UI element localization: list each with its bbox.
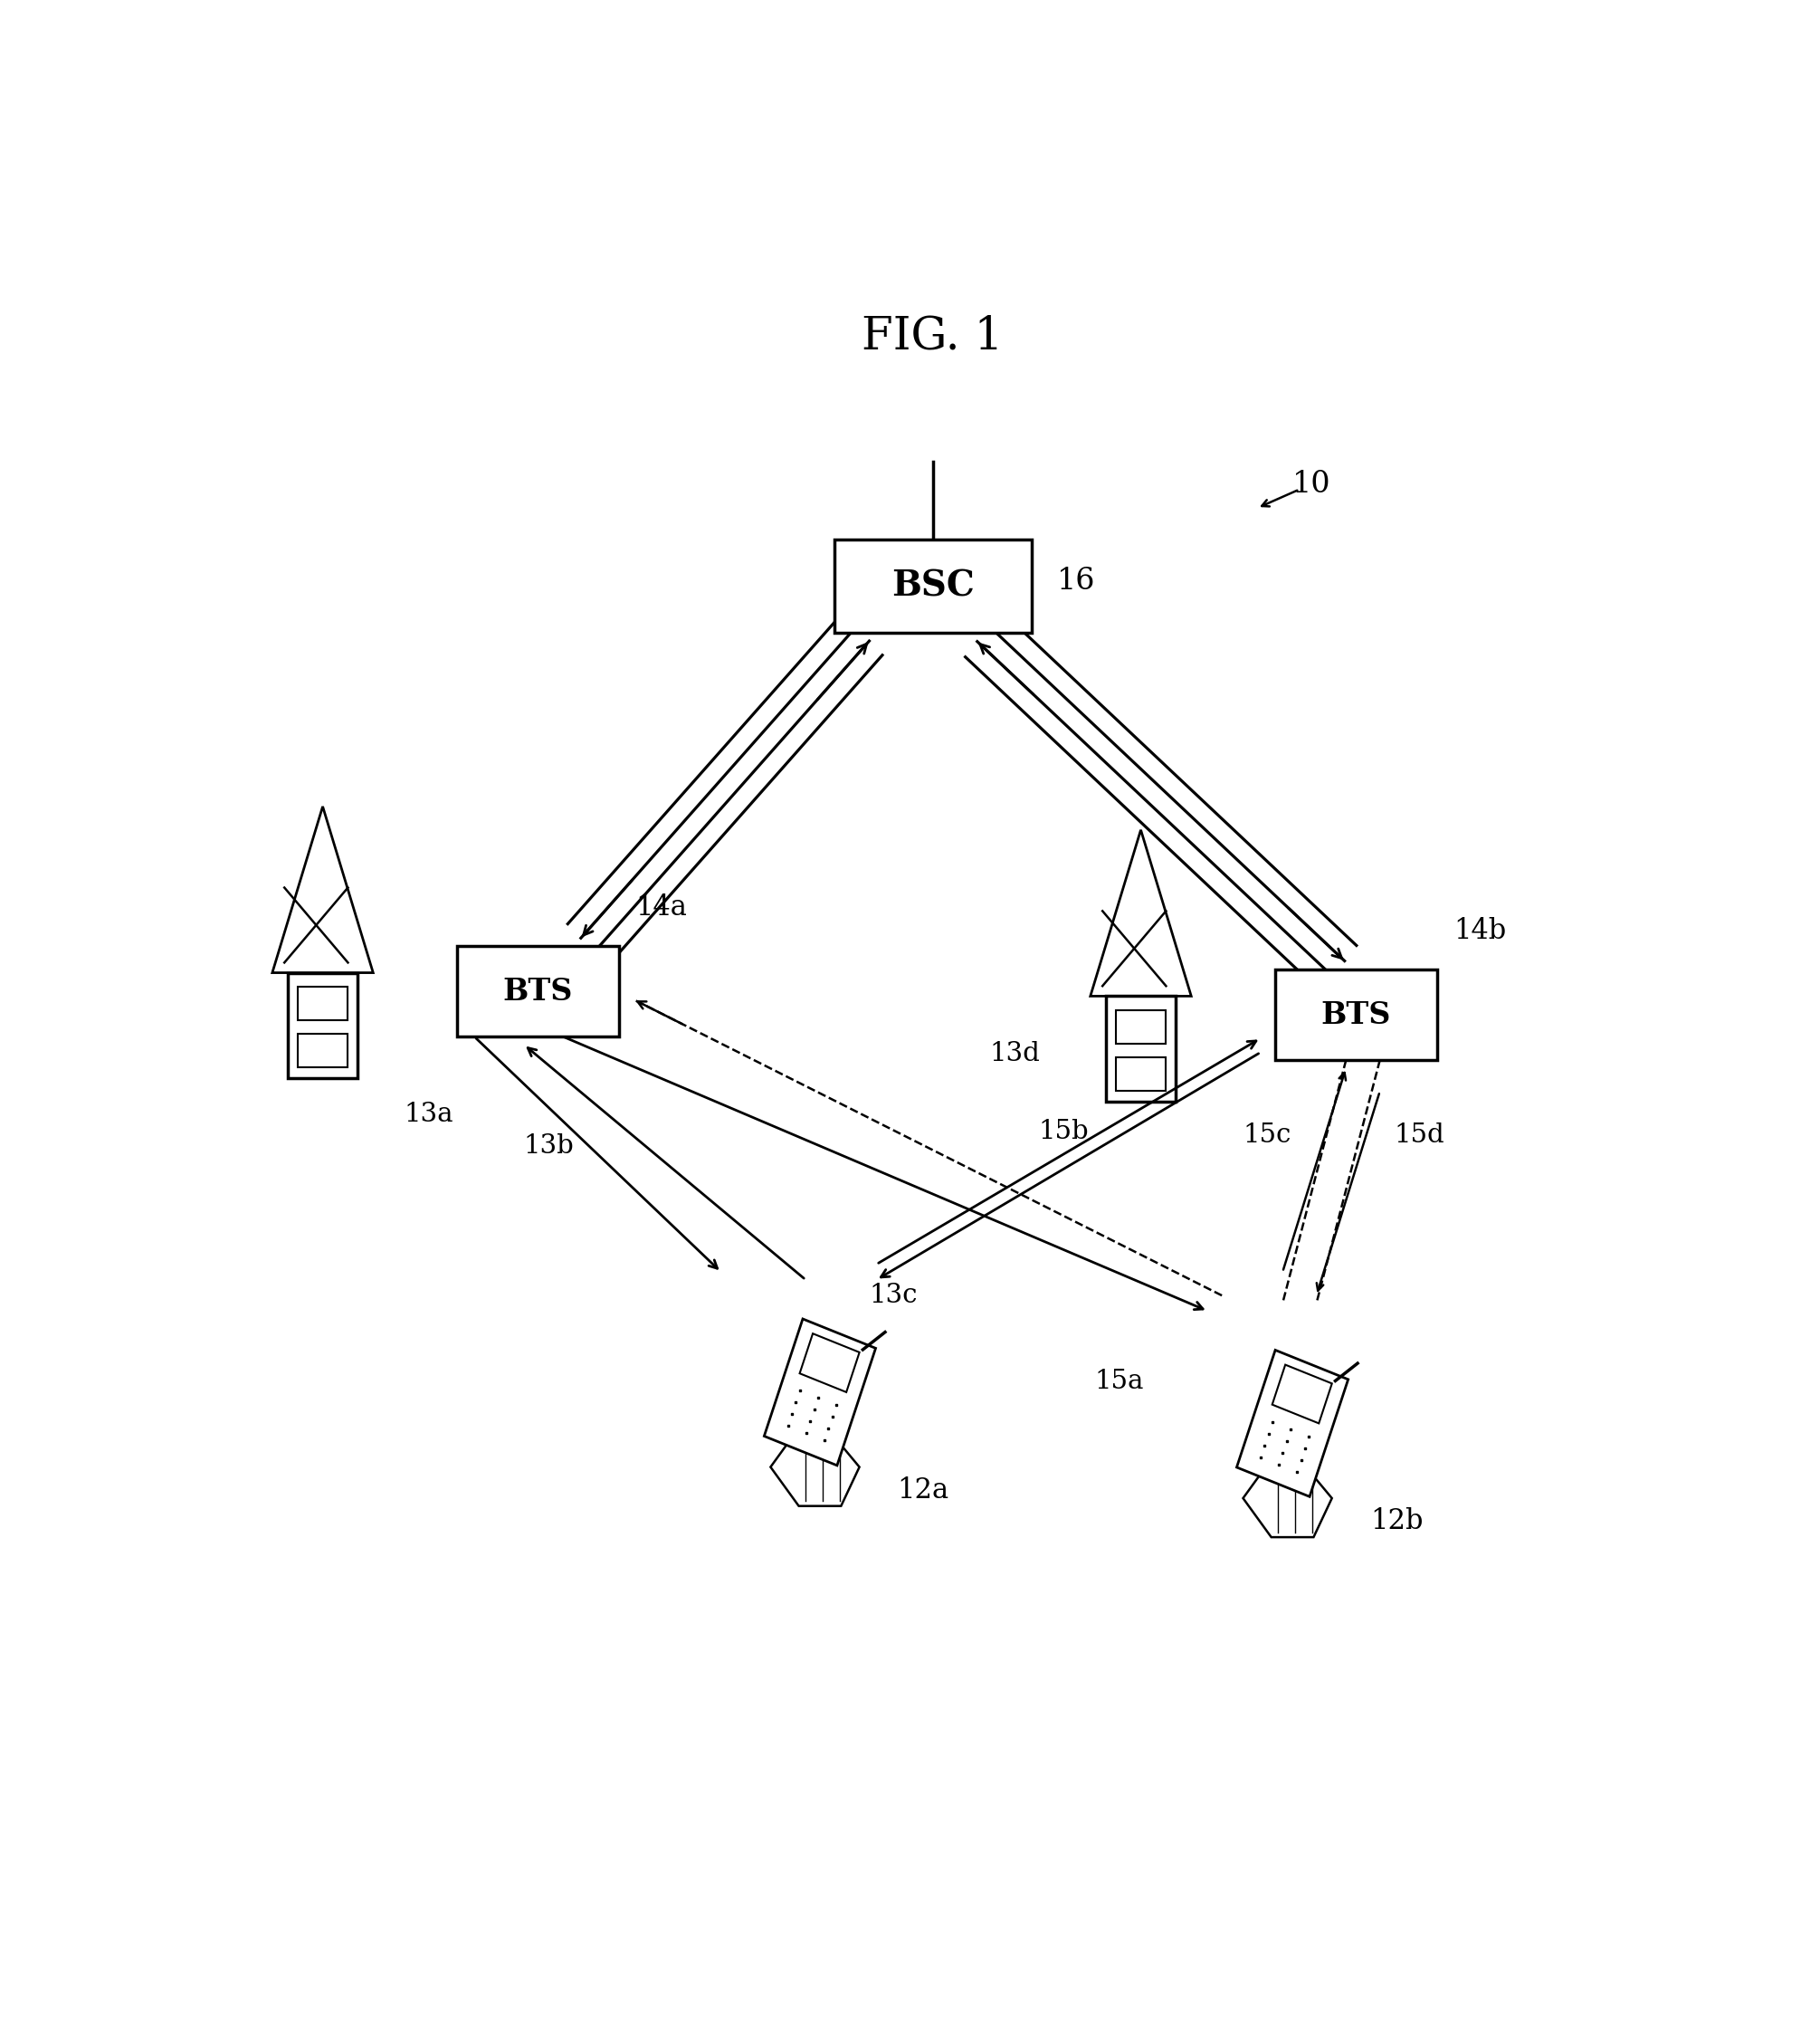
Polygon shape — [764, 1318, 875, 1466]
Text: 13b: 13b — [524, 1134, 573, 1158]
Bar — [1107, 996, 1176, 1102]
Polygon shape — [799, 1334, 859, 1391]
Bar — [457, 946, 619, 1037]
Bar — [1116, 1057, 1167, 1091]
Text: FIG. 1: FIG. 1 — [863, 314, 1003, 358]
Text: 15a: 15a — [1096, 1369, 1145, 1393]
Bar — [834, 539, 1032, 632]
Bar — [1116, 1010, 1167, 1043]
Text: 13c: 13c — [870, 1282, 917, 1308]
Text: 12b: 12b — [1370, 1507, 1423, 1535]
Text: 14b: 14b — [1454, 917, 1507, 944]
Text: BTS: BTS — [1321, 1000, 1390, 1031]
Bar — [298, 986, 348, 1021]
Bar — [288, 972, 357, 1077]
Text: 13d: 13d — [990, 1041, 1039, 1067]
Polygon shape — [1243, 1460, 1332, 1537]
Text: 16: 16 — [1057, 567, 1096, 595]
Text: 15c: 15c — [1243, 1122, 1292, 1148]
Text: 15b: 15b — [1039, 1120, 1088, 1144]
Text: BTS: BTS — [502, 976, 573, 1006]
Text: 10: 10 — [1292, 470, 1330, 500]
Polygon shape — [1236, 1351, 1349, 1496]
Text: 13a: 13a — [404, 1102, 453, 1128]
Polygon shape — [1272, 1365, 1332, 1424]
Text: 15d: 15d — [1394, 1122, 1445, 1148]
Text: 12a: 12a — [897, 1476, 950, 1505]
Polygon shape — [770, 1428, 859, 1507]
Text: BSC: BSC — [892, 569, 974, 603]
Bar — [298, 1035, 348, 1067]
Bar — [1274, 970, 1438, 1059]
Text: 14a: 14a — [635, 893, 688, 921]
